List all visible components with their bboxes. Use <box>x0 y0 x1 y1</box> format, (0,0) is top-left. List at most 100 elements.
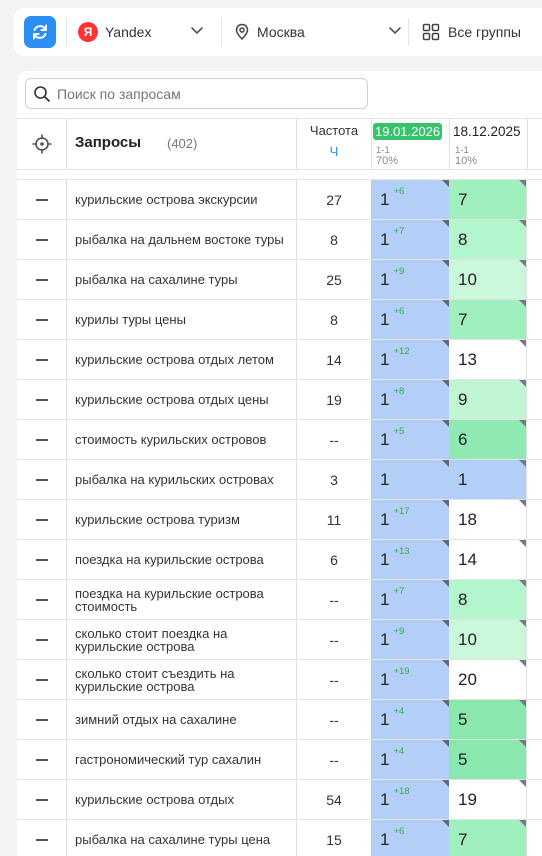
target-button[interactable] <box>17 119 66 169</box>
query-search-input[interactable] <box>57 85 347 102</box>
table-row[interactable]: гастрономический тур сахалин -- 1 +4 5 <box>17 739 542 779</box>
position-current[interactable]: 1 +18 <box>371 780 449 819</box>
queries-column-title[interactable]: Запросы <box>75 134 142 151</box>
query-text[interactable]: рыбалка на сахалине туры цена <box>75 832 271 847</box>
table-row[interactable]: рыбалка на сахалине туры цена 15 1 +6 7 <box>17 819 542 856</box>
query-text[interactable]: поездка на курильские острова стоимость <box>75 585 264 614</box>
date-column-previous[interactable]: 18.12.2025 <box>453 124 521 139</box>
row-toggle[interactable] <box>17 580 66 619</box>
table-row[interactable]: курильские острова отдых летом 14 1 +12 1… <box>17 339 542 379</box>
table-row[interactable]: курильские острова отдых 54 1 +18 19 <box>17 779 542 819</box>
position-current[interactable]: 1 +7 <box>371 220 449 259</box>
row-toggle[interactable] <box>17 780 66 819</box>
position-previous[interactable]: 9 <box>449 380 527 419</box>
row-toggle[interactable] <box>17 740 66 779</box>
position-previous[interactable]: 20 <box>449 660 527 699</box>
query-text[interactable]: рыбалка на дальнем востоке туры <box>75 232 284 247</box>
position-previous[interactable]: 10 <box>449 620 527 659</box>
row-toggle[interactable] <box>17 420 66 459</box>
position-current[interactable]: 1 +5 <box>371 420 449 459</box>
query-text[interactable]: курильские острова отдых цены <box>75 392 269 407</box>
position-current[interactable]: 1 +9 <box>371 260 449 299</box>
query-text[interactable]: рыбалка на курильских островах <box>75 472 274 487</box>
frequency-type-toggle[interactable]: Ч <box>329 144 339 159</box>
position-current[interactable]: 1 +7 <box>371 580 449 619</box>
position-previous[interactable]: 13 <box>449 340 527 379</box>
position-previous[interactable]: 18 <box>449 500 527 539</box>
table-row[interactable]: рыбалка на сахалине туры 25 1 +9 10 <box>17 259 542 299</box>
position-current[interactable]: 1 +6 <box>371 820 449 856</box>
table-row[interactable]: курильские острова отдых цены 19 1 +8 9 <box>17 379 542 419</box>
row-toggle[interactable] <box>17 340 66 379</box>
row-toggle[interactable] <box>17 820 66 856</box>
position-previous[interactable]: 7 <box>449 180 527 219</box>
table-row[interactable]: курильские острова туризм 11 1 +17 18 <box>17 499 542 539</box>
row-toggle[interactable] <box>17 700 66 739</box>
query-text[interactable]: сколько стоит поездка на курильские остр… <box>75 625 228 654</box>
row-toggle[interactable] <box>17 500 66 539</box>
query-text[interactable]: рыбалка на сахалине туры <box>75 272 238 287</box>
position-current[interactable]: 1 +13 <box>371 540 449 579</box>
row-toggle[interactable] <box>17 380 66 419</box>
row-toggle[interactable] <box>17 220 66 259</box>
table-row[interactable]: стоимость курильских островов -- 1 +5 6 <box>17 419 542 459</box>
table-row[interactable]: поездка на курильские острова стоимость … <box>17 579 542 619</box>
position-previous[interactable]: 8 <box>449 580 527 619</box>
position-previous[interactable]: 10 <box>449 260 527 299</box>
position-current[interactable]: 1 +9 <box>371 620 449 659</box>
position-current[interactable]: 1 <box>371 460 449 499</box>
groups-label: Все группы <box>448 24 521 40</box>
position-previous[interactable]: 1 <box>449 460 527 499</box>
position-current[interactable]: 1 +8 <box>371 380 449 419</box>
position-current[interactable]: 1 +17 <box>371 500 449 539</box>
query-search-box[interactable] <box>25 78 368 109</box>
query-text[interactable]: зимний отдых на сахалине <box>75 712 237 727</box>
table-row[interactable]: сколько стоит съездить на курильские ост… <box>17 659 542 699</box>
query-text[interactable]: сколько стоит съездить на курильские ост… <box>75 665 235 694</box>
query-text[interactable]: курилы туры цены <box>75 312 186 327</box>
table-row[interactable]: рыбалка на дальнем востоке туры 8 1 +7 8 <box>17 219 542 259</box>
position-current[interactable]: 1 +4 <box>371 740 449 779</box>
position-previous[interactable]: 5 <box>449 700 527 739</box>
row-toggle[interactable] <box>17 540 66 579</box>
table-row[interactable]: курильские острова экскурсии 27 1 +6 7 <box>17 179 542 219</box>
table-row[interactable]: курилы туры цены 8 1 +6 7 <box>17 299 542 339</box>
date-column-current[interactable]: 19.01.2026 <box>373 123 443 140</box>
row-toggle[interactable] <box>17 180 66 219</box>
position-previous[interactable]: 8 <box>449 220 527 259</box>
position-previous[interactable]: 7 <box>449 300 527 339</box>
position-change: +4 <box>393 706 405 717</box>
table-row[interactable]: зимний отдых на сахалине -- 1 +4 5 <box>17 699 542 739</box>
position-current[interactable]: 1 +4 <box>371 700 449 739</box>
groups-select[interactable]: Все группы <box>422 8 542 56</box>
table-row[interactable]: поездка на курильские острова 6 1 +13 14 <box>17 539 542 579</box>
row-toggle[interactable] <box>17 620 66 659</box>
query-text[interactable]: курильские острова отдых летом <box>75 352 274 367</box>
position-previous[interactable]: 14 <box>449 540 527 579</box>
position-current[interactable]: 1 +6 <box>371 180 449 219</box>
query-text[interactable]: курильские острова отдых <box>75 792 234 807</box>
position-current[interactable]: 1 +6 <box>371 300 449 339</box>
query-text[interactable]: курильские острова экскурсии <box>75 192 258 207</box>
position-current[interactable]: 1 +19 <box>371 660 449 699</box>
region-select[interactable]: Москва <box>234 8 414 56</box>
row-toggle[interactable] <box>17 660 66 699</box>
query-text[interactable]: поездка на курильские острова <box>75 552 264 567</box>
row-toggle[interactable] <box>17 460 66 499</box>
query-text[interactable]: курильские острова туризм <box>75 512 240 527</box>
row-toggle[interactable] <box>17 300 66 339</box>
query-text[interactable]: стоимость курильских островов <box>75 432 267 447</box>
search-engine-select[interactable]: Я Yandex <box>78 8 218 56</box>
query-text[interactable]: гастрономический тур сахалин <box>75 752 262 767</box>
position-current[interactable]: 1 +12 <box>371 340 449 379</box>
frequency-column-title[interactable]: Частота <box>309 123 359 138</box>
row-toggle[interactable] <box>17 260 66 299</box>
table-row[interactable]: сколько стоит поездка на курильские остр… <box>17 619 542 659</box>
position-previous[interactable]: 7 <box>449 820 527 856</box>
position-previous[interactable]: 5 <box>449 740 527 779</box>
refresh-button[interactable] <box>24 16 56 48</box>
position-previous[interactable]: 6 <box>449 420 527 459</box>
corner-marker-icon <box>442 740 449 747</box>
table-row[interactable]: рыбалка на курильских островах 3 1 1 <box>17 459 542 499</box>
position-previous[interactable]: 19 <box>449 780 527 819</box>
